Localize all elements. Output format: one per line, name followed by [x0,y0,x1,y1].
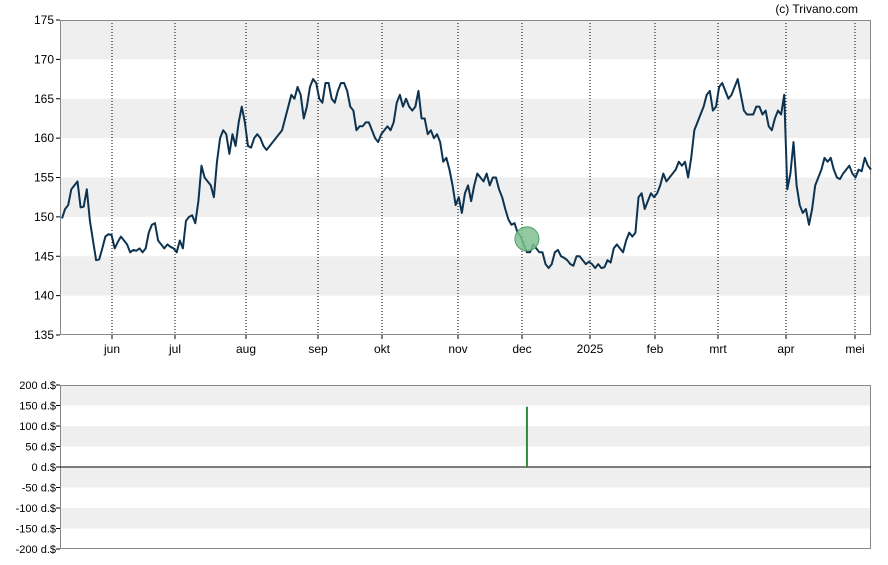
price-y-tick-label: 135 [34,328,54,342]
x-tick-label: apr [777,342,794,356]
trade-marker [514,226,540,252]
x-tick-label: sep [308,342,328,356]
volume-panel: -200 d.$ -150 d.$ -100 d.$ -50 d.$ 0 d.$ 50 d… [16,380,871,556]
x-tick-label: aug [236,342,256,356]
volume-y-tick-label: 100 d.$ [19,421,56,433]
price-y-tick-label: 165 [34,92,54,106]
price-grid-band [60,98,871,139]
price-y-tick-label: 175 [34,13,54,27]
volume-grid-band [60,508,871,529]
x-tick-label: mrt [709,342,727,356]
volume-y-tick-label: -100 d.$ [16,503,56,515]
price-panel: 135 140 145 150 155 160 165 170 175 jun jul aug sep o… [34,13,872,356]
price-y-tick-label: 145 [34,249,54,263]
price-series-line [61,78,872,270]
price-grid-band [60,20,871,60]
volume-y-tick-label: 150 d.$ [19,401,56,413]
price-y-tick-label: 170 [34,52,54,66]
x-tick-label: nov [448,342,467,356]
volume-grid-band [60,426,871,447]
price-y-tick-label: 150 [34,210,54,224]
volume-grid-band [60,467,871,488]
volume-y-tick-label: -200 d.$ [16,544,56,556]
volume-grid-band [60,385,871,406]
volume-y-tick-label: 200 d.$ [19,380,56,392]
x-tick-label: jul [168,342,181,356]
volume-y-tick-label: -150 d.$ [16,524,56,536]
x-tick-label: mei [845,342,864,356]
volume-y-tick-label: 50 d.$ [25,442,56,454]
price-grid-band [60,256,871,296]
x-tick-label: jun [103,342,120,356]
price-y-tick-label: 160 [34,131,54,145]
price-panel-frame [60,20,871,335]
copyright-label: (c) Trivano.com [775,2,858,16]
price-grid-band [60,177,871,217]
volume-y-tick-label: -50 d.$ [22,483,56,495]
volume-y-tick-label: 0 d.$ [32,462,56,474]
x-tick-label: dec [512,342,531,356]
x-tick-label: feb [647,342,664,356]
price-y-tick-label: 155 [34,171,54,185]
price-y-tick-label: 140 [34,289,54,303]
x-tick-label: okt [374,342,391,356]
x-tick-label: 2025 [577,342,604,356]
